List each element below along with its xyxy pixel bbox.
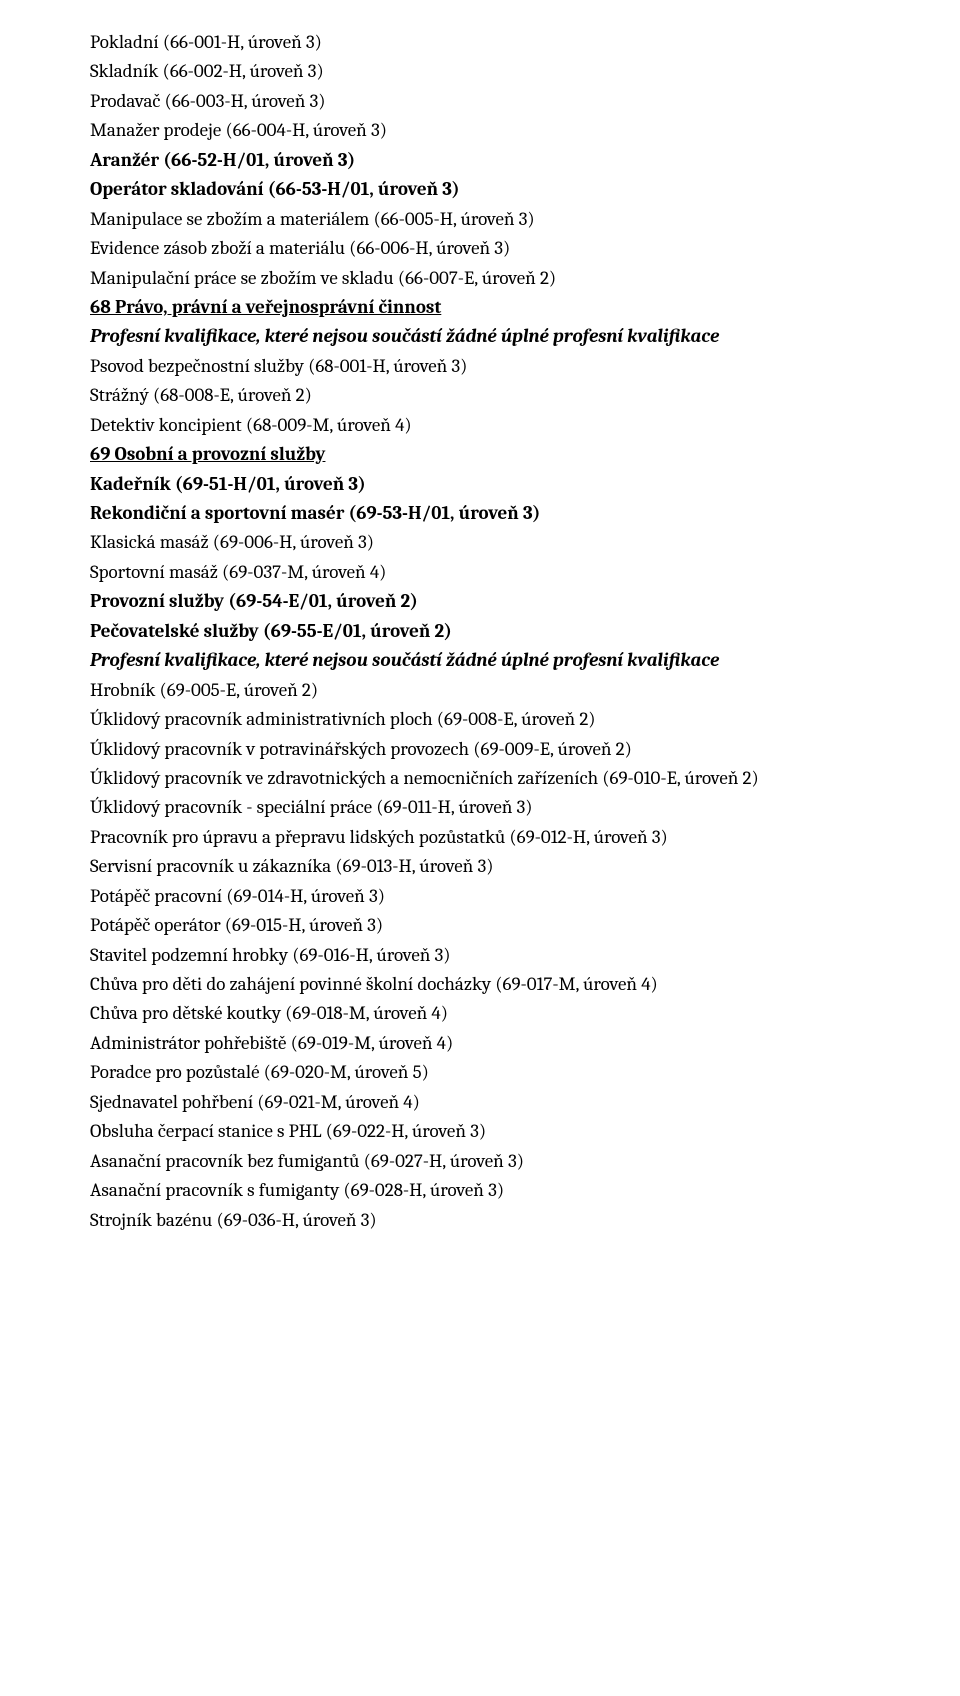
text-line: Úklidový pracovník administrativních plo… — [90, 705, 870, 734]
text-line: Chůva pro děti do zahájení povinné školn… — [90, 970, 870, 999]
text-line: Sjednavatel pohřbení (69-021-M, úroveň 4… — [90, 1088, 870, 1117]
document-body: Pokladní (66-001-H, úroveň 3)Skladník (6… — [90, 28, 870, 1235]
text-line: Operátor skladování (66-53-H/01, úroveň … — [90, 175, 870, 204]
text-line: Kadeřník (69-51-H/01, úroveň 3) — [90, 470, 870, 499]
text-line: Stavitel podzemní hrobky (69-016-H, úrov… — [90, 941, 870, 970]
text-line: Strojník bazénu (69-036-H, úroveň 3) — [90, 1206, 870, 1235]
text-line: Prodavač (66-003-H, úroveň 3) — [90, 87, 870, 116]
text-line: 69 Osobní a provozní služby — [90, 440, 870, 469]
text-line: Strážný (68-008-E, úroveň 2) — [90, 381, 870, 410]
text-line: Servisní pracovník u zákazníka (69-013-H… — [90, 852, 870, 881]
text-line: Potápěč operátor (69-015-H, úroveň 3) — [90, 911, 870, 940]
text-line: Pracovník pro úpravu a přepravu lidských… — [90, 823, 870, 852]
text-line: Rekondiční a sportovní masér (69-53-H/01… — [90, 499, 870, 528]
text-line: Chůva pro dětské koutky (69-018-M, úrove… — [90, 999, 870, 1028]
text-line: Sportovní masáž (69-037-M, úroveň 4) — [90, 558, 870, 587]
text-line: Manipulační práce se zbožím ve skladu (6… — [90, 264, 870, 293]
text-line: Poradce pro pozůstalé (69-020-M, úroveň … — [90, 1058, 870, 1087]
text-line: Pečovatelské služby (69-55-E/01, úroveň … — [90, 617, 870, 646]
text-line: Asanační pracovník bez fumigantů (69-027… — [90, 1147, 870, 1176]
text-line: Profesní kvalifikace, které nejsou součá… — [90, 646, 870, 675]
text-line: Pokladní (66-001-H, úroveň 3) — [90, 28, 870, 57]
text-line: 68 Právo, právní a veřejnosprávní činnos… — [90, 293, 870, 322]
text-line: Skladník (66-002-H, úroveň 3) — [90, 57, 870, 86]
text-line: Úklidový pracovník ve zdravotnických a n… — [90, 764, 870, 793]
text-line: Psovod bezpečnostní služby (68-001-H, úr… — [90, 352, 870, 381]
text-line: Úklidový pracovník v potravinářských pro… — [90, 735, 870, 764]
text-line: Úklidový pracovník - speciální práce (69… — [90, 793, 870, 822]
text-line: Obsluha čerpací stanice s PHL (69-022-H,… — [90, 1117, 870, 1146]
text-line: Klasická masáž (69-006-H, úroveň 3) — [90, 528, 870, 557]
text-line: Hrobník (69-005-E, úroveň 2) — [90, 676, 870, 705]
text-line: Manažer prodeje (66-004-H, úroveň 3) — [90, 116, 870, 145]
text-line: Provozní služby (69-54-E/01, úroveň 2) — [90, 587, 870, 616]
text-line: Detektiv koncipient (68-009-M, úroveň 4) — [90, 411, 870, 440]
text-line: Asanační pracovník s fumiganty (69-028-H… — [90, 1176, 870, 1205]
text-line: Profesní kvalifikace, které nejsou součá… — [90, 322, 870, 351]
text-line: Manipulace se zbožím a materiálem (66-00… — [90, 205, 870, 234]
text-line: Aranžér (66-52-H/01, úroveň 3) — [90, 146, 870, 175]
text-line: Potápěč pracovní (69-014-H, úroveň 3) — [90, 882, 870, 911]
text-line: Evidence zásob zboží a materiálu (66-006… — [90, 234, 870, 263]
text-line: Administrátor pohřebiště (69-019-M, úrov… — [90, 1029, 870, 1058]
